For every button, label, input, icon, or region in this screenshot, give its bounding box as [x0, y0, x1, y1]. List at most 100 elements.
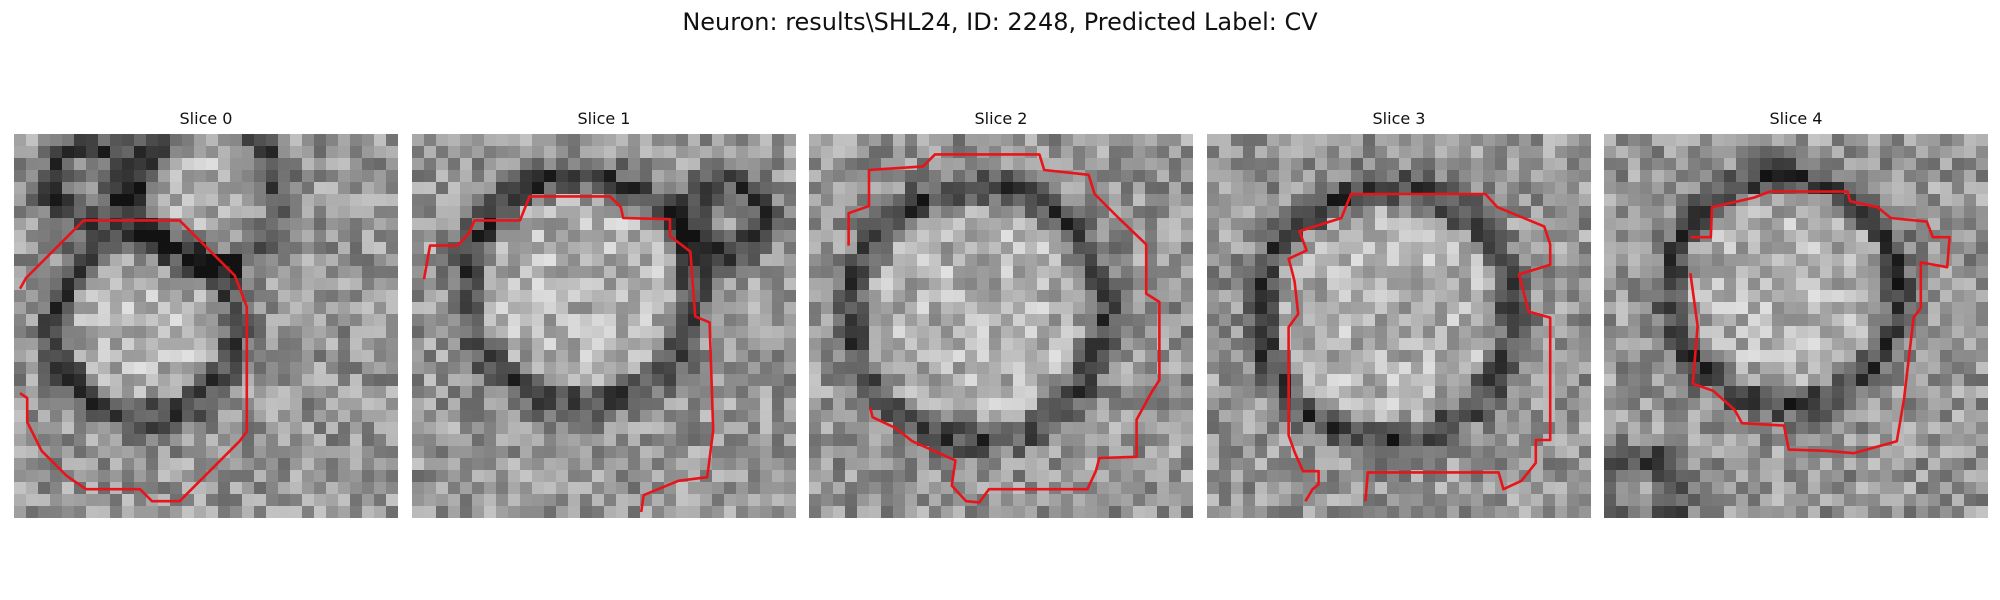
pixel — [14, 242, 27, 255]
pixel — [640, 134, 653, 147]
pixel — [496, 506, 509, 518]
pixel — [484, 302, 497, 315]
pixel — [1640, 254, 1653, 267]
pixel — [326, 302, 339, 315]
pixel — [1181, 482, 1193, 495]
pixel — [893, 134, 906, 147]
pixel — [1169, 302, 1182, 315]
pixel — [772, 362, 785, 375]
pixel — [833, 134, 846, 147]
pixel — [568, 362, 581, 375]
pixel — [1447, 398, 1460, 411]
pixel — [1820, 338, 1833, 351]
pixel — [760, 470, 773, 483]
pixel — [496, 482, 509, 495]
pixel — [1928, 278, 1941, 291]
pixel — [1085, 434, 1098, 447]
pixel — [1157, 134, 1170, 147]
pixel — [881, 206, 894, 219]
pixel — [965, 290, 978, 303]
pixel — [412, 302, 425, 315]
pixel — [38, 386, 51, 399]
pixel — [1243, 506, 1256, 518]
pixel — [1664, 410, 1677, 423]
pixel — [544, 146, 557, 159]
pixel — [1061, 206, 1074, 219]
pixel — [1796, 242, 1809, 255]
slice-image — [412, 134, 796, 518]
pixel — [809, 290, 822, 303]
pixel — [206, 398, 219, 411]
pixel — [1013, 290, 1026, 303]
pixel — [1411, 134, 1424, 147]
pixel — [833, 494, 846, 507]
pixel — [857, 302, 870, 315]
pixel — [266, 254, 279, 267]
pixel — [508, 362, 521, 375]
pixel — [1628, 350, 1641, 363]
pixel — [1219, 422, 1232, 435]
pixel — [460, 458, 473, 471]
pixel — [604, 182, 617, 195]
pixel — [326, 362, 339, 375]
pixel — [62, 506, 75, 518]
pixel — [1291, 206, 1304, 219]
pixel — [748, 194, 761, 207]
pixel — [616, 242, 629, 255]
pixel — [736, 338, 749, 351]
pixel — [1025, 302, 1038, 315]
pixel — [170, 458, 183, 471]
pixel — [1399, 266, 1412, 279]
pixel — [580, 410, 593, 423]
pixel — [1483, 146, 1496, 159]
pixel — [1303, 290, 1316, 303]
pixel — [1037, 350, 1050, 363]
pixel — [821, 302, 834, 315]
pixel — [640, 158, 653, 171]
pixel — [760, 434, 773, 447]
pixel — [1676, 206, 1689, 219]
pixel — [1387, 374, 1400, 387]
pixel — [628, 266, 641, 279]
pixel — [1435, 494, 1448, 507]
pixel — [1085, 386, 1098, 399]
pixel — [640, 242, 653, 255]
pixel — [146, 410, 159, 423]
pixel — [1231, 386, 1244, 399]
pixel — [1483, 170, 1496, 183]
pixel — [1471, 338, 1484, 351]
pixel — [326, 170, 339, 183]
pixel — [845, 386, 858, 399]
pixel — [821, 506, 834, 518]
pixel — [1049, 242, 1062, 255]
pixel — [242, 374, 255, 387]
pixel — [1061, 350, 1074, 363]
pixel — [1796, 278, 1809, 291]
pixel — [592, 182, 605, 195]
pixel — [833, 374, 846, 387]
pixel — [1279, 302, 1292, 315]
pixel — [1037, 458, 1050, 471]
pixel — [122, 446, 135, 459]
pixel — [929, 386, 942, 399]
pixel — [290, 326, 303, 339]
pixel — [965, 254, 978, 267]
pixel — [1435, 458, 1448, 471]
pixel — [1507, 350, 1520, 363]
pixel — [1760, 434, 1773, 447]
pixel — [1880, 194, 1893, 207]
pixel — [1459, 170, 1472, 183]
pixel — [230, 302, 243, 315]
pixel — [448, 470, 461, 483]
pixel — [869, 326, 882, 339]
pixel — [424, 458, 437, 471]
pixel — [1471, 482, 1484, 495]
pixel — [230, 494, 243, 507]
pixel — [1327, 422, 1340, 435]
pixel — [1652, 158, 1665, 171]
pixel — [1471, 314, 1484, 327]
pixel — [556, 494, 569, 507]
pixel — [1628, 182, 1641, 195]
pixel — [1940, 290, 1953, 303]
pixel — [520, 410, 533, 423]
